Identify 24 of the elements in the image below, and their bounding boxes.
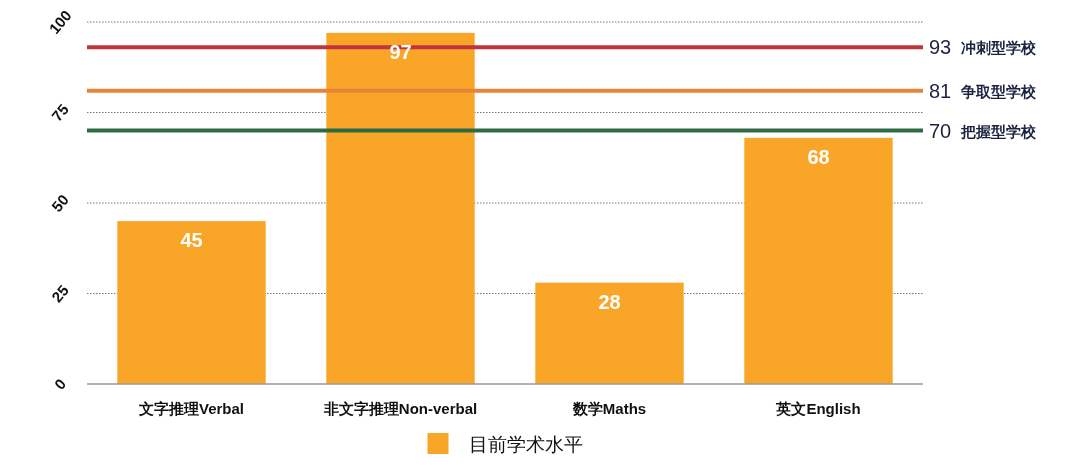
bar [117,221,266,384]
bar [535,282,684,384]
y-tick-label: 100 [45,6,75,38]
y-tick-label: 0 [50,375,70,393]
legend-label: 目前学术水平 [468,434,583,455]
y-tick-label: 75 [48,100,72,125]
x-tick-label: 英文English [775,400,861,417]
x-tick-label: 非文字推理Non-verbal [322,400,478,417]
legend: 目前学术水平 [427,433,583,455]
ref-line: 81 争取型学校 [87,79,1037,102]
ref-line-label: 93 冲刺型学校 [929,36,1038,59]
ref-line-label: 81 争取型学校 [929,79,1038,102]
data-label: 68 [807,145,830,168]
bar [744,137,893,384]
y-tick-label: 25 [48,281,72,306]
ref-line-label: 70 把握型学校 [929,119,1038,142]
data-label: 97 [389,40,412,63]
bar [326,32,475,384]
x-tick-label: 数学Maths [571,400,647,417]
y-tick-label: 50 [48,191,72,215]
data-label: 28 [598,290,621,313]
data-label: 45 [180,229,203,252]
ref-line: 70 把握型学校 [87,119,1037,142]
x-tick-label: 文字推理Verbal [137,400,245,417]
